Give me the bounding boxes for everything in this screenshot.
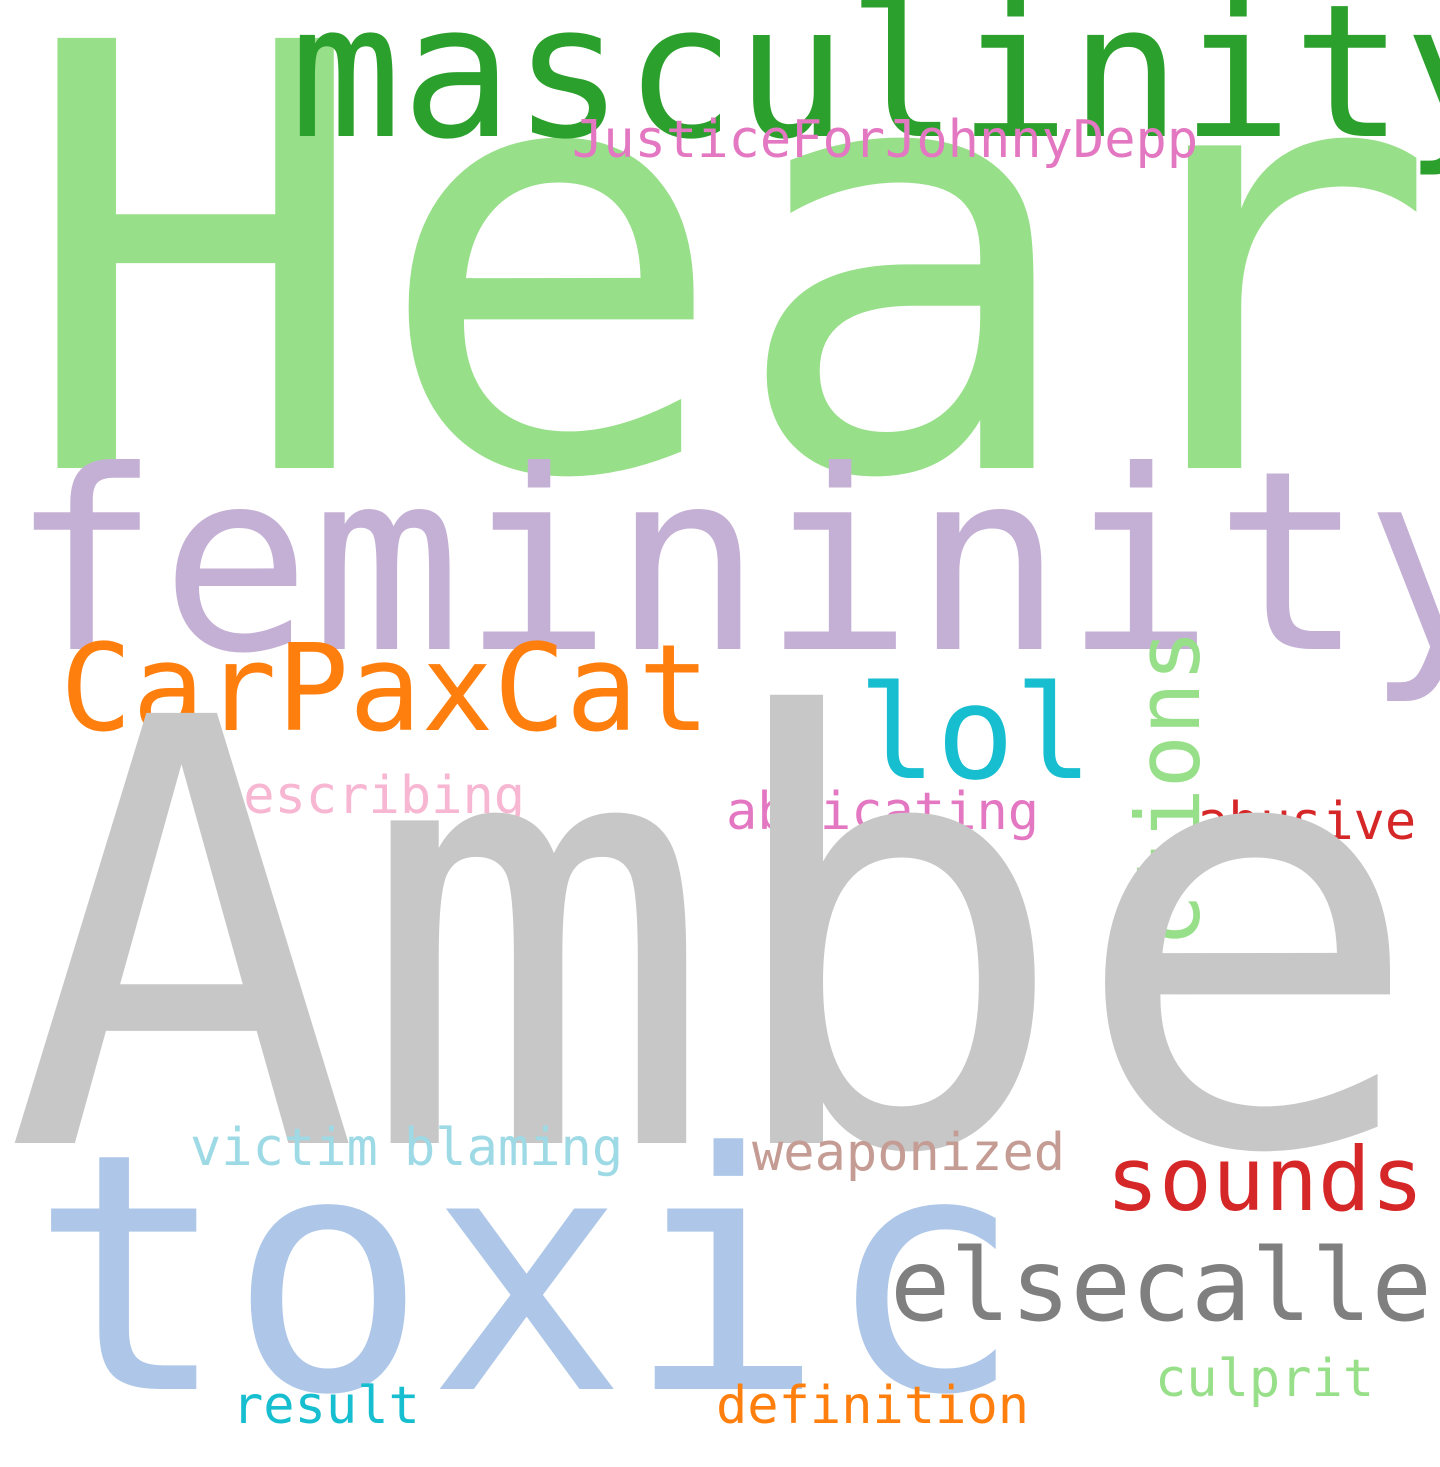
word-toxic: toxic (30, 1083, 1024, 1467)
word-lol: lol (858, 657, 1093, 809)
word-femininity: femininity (10, 417, 1440, 708)
word-elsecaller: elsecaller_ (890, 1227, 1440, 1344)
word-amber: Amber (4, 596, 1440, 1283)
word-victim: victim (190, 1118, 378, 1178)
word-result: result (232, 1376, 420, 1436)
word-abdicating: abdicating (726, 782, 1040, 842)
word-sounds: sounds (1106, 1128, 1424, 1231)
word-definition: definition (716, 1376, 1030, 1436)
word-carpaxcat: CarPaxCat (60, 620, 711, 759)
word-weaponized: weaponized (752, 1123, 1066, 1183)
word-justicefor-johnnydepp: JusticeForJohnnyDepp (572, 110, 1199, 170)
word-blaming: blaming (404, 1118, 624, 1178)
word-heard: Heard (18, 0, 1440, 608)
word-masculinity: masculinity (290, 0, 1440, 180)
word-describing: Describing (212, 766, 526, 826)
word-culprit: culprit (1155, 1349, 1375, 1409)
word-abusive: abusive (1197, 792, 1417, 852)
